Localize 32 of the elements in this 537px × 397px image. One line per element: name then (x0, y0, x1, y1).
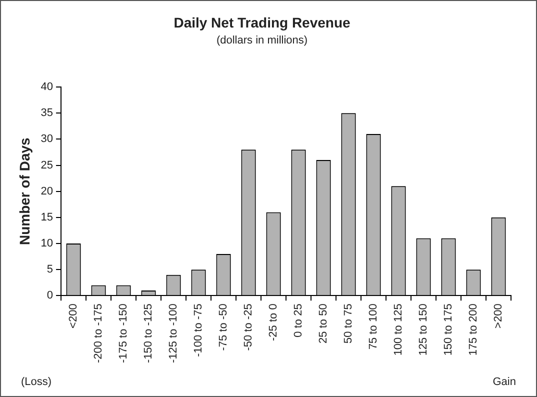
chart-title: Daily Net Trading Revenue (174, 14, 351, 30)
x-tick-label: 125 to 150 (418, 304, 430, 356)
x-tick-label: -200 to -175 (92, 304, 105, 364)
y-tick-label: 15 (40, 211, 54, 224)
x-tick-label: -75 to -50 (218, 304, 230, 351)
y-tick-label: 10 (40, 238, 54, 250)
y-tick-label: 0 (46, 290, 54, 302)
text: (Loss) (21, 376, 52, 388)
x-tick-label: 50 to 75 (342, 304, 355, 344)
chart-subtitle: (dollars in millions) (216, 34, 308, 46)
y-axis-title: Number of Days (16, 137, 32, 246)
y-tick-label: 40 (40, 81, 54, 94)
x-tick-label: 25 to 50 (318, 304, 330, 344)
x-tick-label: -25 to 0 (268, 304, 280, 341)
x-tick-label: 100 to 125 (392, 304, 405, 356)
y-tick-label: 35 (40, 107, 54, 120)
y-tick-label: 20 (40, 185, 54, 198)
x-tick-label: -150 to -125 (142, 304, 155, 364)
x-tick-label: 175 to 200 (468, 304, 480, 356)
y-tick-label: 30 (40, 133, 54, 146)
y-tick-label: 5 (46, 264, 54, 276)
x-tick-label: >200 (492, 304, 505, 328)
x-tick-label: -125 to -100 (168, 304, 180, 364)
x-tick-label: -175 to -150 (118, 304, 130, 364)
x-tick-label: 150 to 175 (442, 304, 455, 356)
text: Gain (492, 376, 516, 388)
y-tick-label: 25 (40, 159, 54, 172)
x-tick-label: 0 to 25 (292, 304, 305, 338)
x-tick-label: 75 to 100 (368, 304, 380, 350)
x-tick-label: -100 to -75 (192, 304, 205, 357)
x-tick-label: <200 (68, 304, 80, 328)
x-tick-label: -50 to -25 (242, 304, 255, 351)
